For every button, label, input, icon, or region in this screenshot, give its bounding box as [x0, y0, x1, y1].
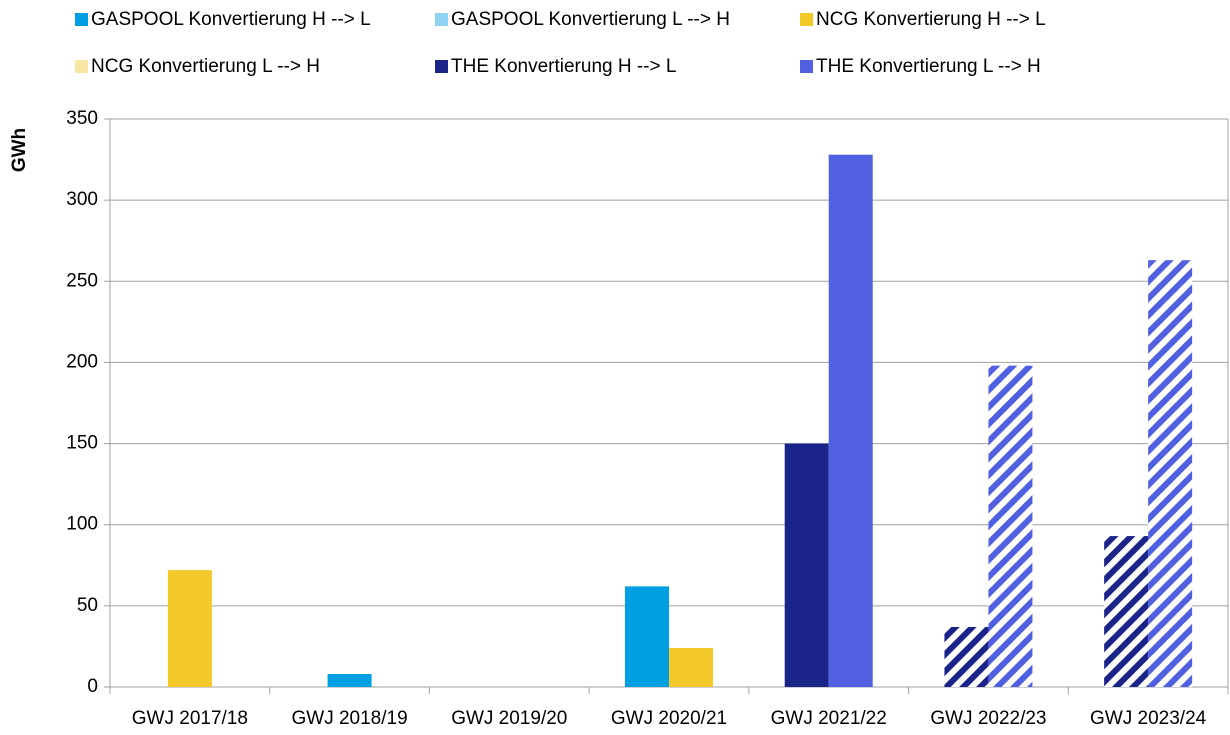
- bar: [944, 626, 989, 687]
- legend-item: NCG Konvertierung L --> H: [75, 56, 320, 77]
- bar: [625, 586, 669, 687]
- legend-label: THE Konvertierung L --> H: [816, 56, 1041, 77]
- bar: [1148, 260, 1193, 687]
- legend-swatch: [75, 60, 88, 73]
- legend-label: GASPOOL Konvertierung H --> L: [91, 9, 371, 30]
- legend-item: GASPOOL Konvertierung L --> H: [435, 9, 730, 30]
- legend-swatch: [435, 60, 448, 73]
- x-tick-label: GWJ 2018/19: [291, 708, 407, 729]
- y-tick-label: 300: [66, 189, 98, 210]
- legend-item: THE Konvertierung H --> L: [435, 56, 676, 77]
- legend-swatch: [800, 60, 813, 73]
- legend-label: NCG Konvertierung H --> L: [816, 9, 1046, 30]
- y-tick-label: 350: [66, 108, 98, 129]
- legend-swatch: [800, 13, 813, 26]
- legend-swatch: [435, 13, 448, 26]
- legend-label: NCG Konvertierung L --> H: [91, 56, 320, 77]
- x-tick-label: GWJ 2020/21: [611, 708, 727, 729]
- x-tick-label: GWJ 2021/22: [771, 708, 887, 729]
- bar: [327, 674, 372, 687]
- legend-item: GASPOOL Konvertierung H --> L: [75, 9, 371, 30]
- y-tick-label: 100: [66, 514, 98, 535]
- bar: [167, 570, 212, 687]
- y-tick-label: 0: [87, 676, 98, 697]
- legend-item: NCG Konvertierung H --> L: [800, 9, 1046, 30]
- bar: [988, 365, 1033, 687]
- x-tick-label: GWJ 2017/18: [132, 708, 248, 729]
- bar: [784, 443, 829, 687]
- bar: [1104, 536, 1149, 687]
- y-tick-label: 200: [66, 351, 98, 372]
- legend-label: GASPOOL Konvertierung L --> H: [451, 9, 730, 30]
- y-axis-label: GWh: [9, 128, 30, 172]
- x-tick-label: GWJ 2023/24: [1090, 708, 1207, 729]
- legend-label: THE Konvertierung H --> L: [451, 56, 676, 77]
- bar: [669, 648, 713, 687]
- x-tick-label: GWJ 2019/20: [451, 708, 567, 729]
- x-tick-label: GWJ 2022/23: [930, 708, 1046, 729]
- bar: [828, 154, 873, 687]
- y-tick-label: 150: [66, 433, 98, 454]
- legend-item: THE Konvertierung L --> H: [800, 56, 1041, 77]
- y-tick-label: 250: [66, 270, 98, 291]
- y-tick-label: 50: [77, 595, 98, 616]
- legend-swatch: [75, 13, 88, 26]
